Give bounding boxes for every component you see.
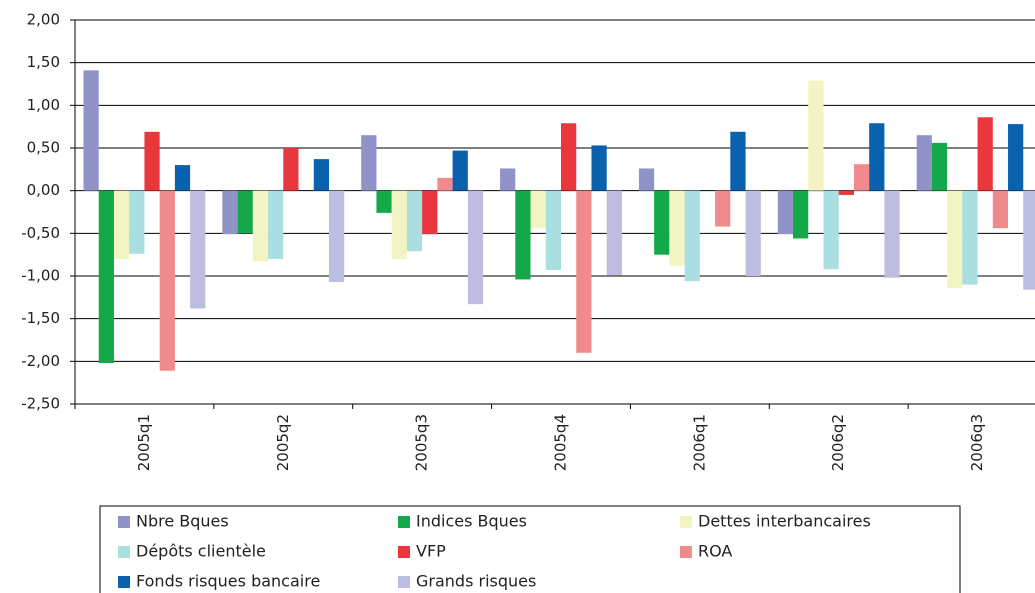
bar (530, 190, 546, 229)
legend-swatch (398, 516, 410, 528)
bar (591, 145, 607, 191)
bar (947, 190, 963, 288)
legend-label: Dettes interbancaires (698, 512, 871, 531)
y-tick-label: -2,00 (21, 352, 60, 370)
bar (83, 70, 99, 191)
y-tick-label: 0,50 (27, 139, 60, 157)
bar (545, 190, 561, 271)
y-tick-label: 1,50 (27, 53, 60, 71)
legend-label: ROA (698, 542, 732, 561)
legend-swatch (398, 546, 410, 558)
bar (838, 190, 854, 195)
bar (283, 148, 299, 191)
bar (561, 123, 577, 191)
bar (654, 190, 670, 255)
bar (1008, 124, 1024, 191)
x-tick-label: 2006q1 (690, 414, 708, 471)
y-tick-label: -1,50 (21, 309, 60, 327)
legend-swatch (118, 576, 130, 588)
legend-label: Nbre Bques (136, 512, 229, 531)
bar (823, 190, 839, 270)
legend-box (99, 505, 961, 593)
bar (777, 190, 794, 235)
bar (869, 123, 885, 191)
bar (931, 142, 948, 191)
bar (437, 177, 453, 191)
bar (730, 131, 746, 191)
bar (268, 190, 284, 259)
bar (237, 190, 253, 234)
bar (222, 190, 238, 235)
legend-swatch (680, 516, 692, 528)
legend-label: Fonds risques bancaire (136, 572, 320, 591)
bar (313, 159, 329, 191)
bar (113, 190, 130, 259)
bar (500, 168, 516, 191)
bar (406, 190, 423, 252)
bar (515, 190, 531, 280)
bar (992, 190, 1009, 229)
bar (745, 190, 761, 276)
bar (638, 168, 655, 191)
legend-label: Grands risques (416, 572, 536, 591)
bar (376, 190, 392, 213)
bar (576, 190, 592, 353)
y-tick-label: -1,00 (21, 267, 60, 285)
bar (129, 190, 145, 254)
bar (606, 190, 622, 276)
bar (669, 190, 685, 266)
bar (715, 190, 731, 227)
x-tick-label: 2005q1 (135, 414, 153, 471)
x-tick-label: 2006q2 (829, 414, 847, 471)
bar (977, 117, 993, 191)
bar (916, 135, 932, 191)
legend-label: VFP (416, 542, 446, 561)
x-tick-label: 2005q3 (413, 414, 431, 471)
bar (252, 190, 269, 262)
bar (452, 150, 468, 191)
bar (190, 190, 206, 309)
x-tick-label: 2005q2 (274, 414, 292, 471)
bar (853, 164, 870, 191)
x-tick-label: 2006q3 (968, 414, 986, 471)
bar (884, 190, 900, 278)
legend-label: Dépôts clientèle (136, 542, 266, 561)
y-tick-label: -0,50 (21, 224, 60, 242)
bar (684, 190, 700, 282)
bar (962, 190, 978, 285)
bar (467, 190, 484, 305)
bar (808, 80, 824, 191)
bar (159, 190, 175, 371)
bar (793, 190, 809, 239)
y-tick-label: 2,00 (27, 11, 60, 29)
legend-swatch (118, 546, 130, 558)
bar (328, 190, 345, 282)
legend-swatch (680, 546, 692, 558)
bar (361, 135, 377, 191)
y-tick-label: 1,00 (27, 96, 60, 114)
bar (1023, 190, 1035, 290)
bar (391, 190, 407, 259)
legend-label: Indices Bques (416, 512, 527, 531)
bar (422, 190, 438, 235)
legend-swatch (398, 576, 410, 588)
bar (144, 131, 160, 191)
x-tick-label: 2005q4 (552, 414, 570, 471)
legend-swatch (118, 516, 130, 528)
bar (174, 165, 191, 191)
y-tick-label: 0,00 (27, 181, 60, 199)
y-tick-label: -2,50 (21, 395, 60, 413)
bar (98, 190, 114, 364)
